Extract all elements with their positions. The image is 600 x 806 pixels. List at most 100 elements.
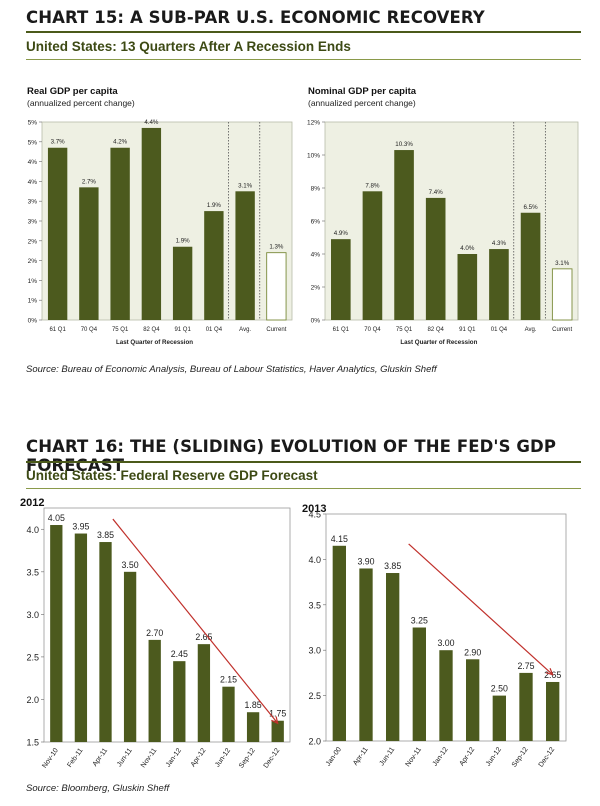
chart15-subtitle-rule (26, 59, 581, 60)
y-tick-label: 8% (311, 186, 321, 193)
data-label: 1.3% (269, 244, 284, 251)
bar (412, 627, 426, 741)
y-tick-label: 2.0 (308, 737, 321, 747)
data-label: 3.7% (51, 139, 66, 146)
bar (551, 268, 573, 321)
x-tick-label: 70 Q4 (81, 327, 98, 333)
y-tick-label: 4.5 (308, 510, 321, 520)
y-tick-label: 5% (28, 120, 38, 127)
bar (266, 252, 287, 321)
chart16-title-rule (26, 461, 581, 463)
y-tick-label: 4% (28, 159, 38, 166)
data-label: 3.00 (437, 638, 454, 648)
bar (246, 712, 260, 742)
data-label: 7.4% (429, 189, 444, 196)
x-tick-label: Nov-11 (140, 747, 158, 769)
x-tick-label: Apr-11 (92, 747, 110, 768)
x-tick-label: Jan-00 (325, 746, 343, 768)
nominal-gdp-title: Nominal GDP per capita (308, 86, 417, 97)
data-label: 3.85 (384, 561, 401, 571)
x-tick-label: Nov-11 (405, 746, 423, 768)
x-tick-label: 82 Q4 (143, 327, 160, 333)
data-label: 4.2% (113, 139, 128, 146)
data-label: 4.4% (144, 119, 159, 126)
bar (362, 191, 383, 320)
data-label: 7.8% (365, 182, 380, 189)
bar (394, 150, 414, 320)
bar (235, 191, 255, 320)
trend-arrow-line (408, 543, 554, 676)
trend-arrow-head (545, 668, 554, 676)
x-tick-label: 75 Q1 (112, 327, 129, 333)
x-tick-label: 61 Q1 (49, 327, 66, 333)
x-tick-label: 01 Q4 (491, 327, 508, 333)
data-label: 2.70 (146, 628, 163, 638)
data-label: 10.3% (395, 141, 413, 148)
x-tick-label: Feb-11 (66, 747, 84, 769)
bar (79, 187, 99, 320)
data-label: 1.9% (207, 202, 222, 209)
bar (74, 533, 88, 742)
y-tick-label: 3.5 (26, 567, 39, 577)
y-tick-label: 1% (28, 278, 38, 285)
real-gdp-subtitle: (annualized percent change) (27, 98, 135, 108)
bar (439, 650, 453, 741)
bar (141, 127, 162, 320)
x-tick-label: 01 Q4 (206, 327, 223, 333)
x-tick-label: Sep-12 (238, 747, 257, 770)
data-label: 3.1% (555, 260, 570, 267)
y-tick-label: 4.0 (308, 555, 321, 565)
x-tick-label: Avg. (239, 327, 251, 333)
chart15-source: Source: Bureau of Economic Analysis, Bur… (26, 364, 437, 375)
bar (271, 720, 284, 742)
y-tick-label: 3.0 (26, 610, 39, 620)
x-axis-title: Last Quarter of Recession (116, 339, 193, 346)
bar (492, 695, 506, 741)
bar (457, 254, 478, 320)
x-tick-label: Apr-12 (459, 746, 477, 767)
y-tick-label: 4% (311, 252, 321, 259)
x-tick-label: Sep-12 (511, 746, 530, 769)
y-tick-label: 2% (28, 238, 38, 245)
bar (520, 212, 541, 320)
x-tick-label: Jan-12 (432, 746, 450, 768)
x-tick-label: Dec-12 (538, 746, 557, 769)
data-label: 2.15 (220, 675, 237, 685)
x-tick-label: Jun-12 (485, 746, 503, 768)
bar (172, 246, 193, 320)
data-label: 4.05 (48, 513, 65, 523)
x-tick-label: Current (552, 327, 572, 333)
x-tick-label: 70 Q4 (364, 327, 381, 333)
x-tick-label: Jun-11 (379, 746, 397, 767)
bar (110, 147, 130, 320)
y-tick-label: 6% (311, 219, 321, 226)
trend-arrow-head (271, 716, 279, 725)
bar (173, 661, 186, 742)
x-tick-label: Avg. (525, 327, 537, 333)
data-label: 3.90 (357, 556, 374, 566)
y-tick-label: 4.0 (26, 525, 39, 535)
data-label: 2.75 (517, 661, 534, 671)
y-tick-label: 0% (311, 318, 321, 325)
panel-year-title: 2013 (302, 503, 326, 515)
data-label: 1.85 (245, 700, 262, 710)
x-tick-label: Dec-12 (263, 747, 282, 770)
data-label: 2.50 (491, 684, 508, 694)
y-tick-label: 0% (28, 318, 38, 325)
x-tick-label: Jun-12 (214, 747, 232, 769)
bar (50, 525, 63, 742)
nominal-gdp-chart: 0% 2% 4% 6% 8% 10% 12% 4.9% 61 Q1 7.8% 70 Q4 10.3% 7… (307, 120, 579, 346)
nominal-gdp-subtitle: (annualized percent change) (308, 98, 416, 108)
y-tick-label: 2.5 (308, 691, 321, 701)
trend-arrow-line (112, 518, 279, 724)
bar (425, 197, 446, 320)
y-tick-label: 3% (28, 219, 38, 226)
bar (332, 545, 346, 741)
y-tick-label: 3.0 (308, 646, 321, 656)
data-label: 6.5% (524, 204, 539, 211)
y-tick-label: 4% (28, 179, 38, 186)
real-gdp-chart: 0% 1% 1% 2% 2% 3% 3% 4% 4% 5% 5% 3.7% 61 Q1 2.7% 70 Q4… (28, 119, 293, 346)
chart16-title: CHART 16: THE (SLIDING) EVOLUTION OF THE… (26, 437, 557, 475)
y-tick-label: 1% (28, 298, 38, 305)
data-label: 4.9% (334, 230, 349, 237)
